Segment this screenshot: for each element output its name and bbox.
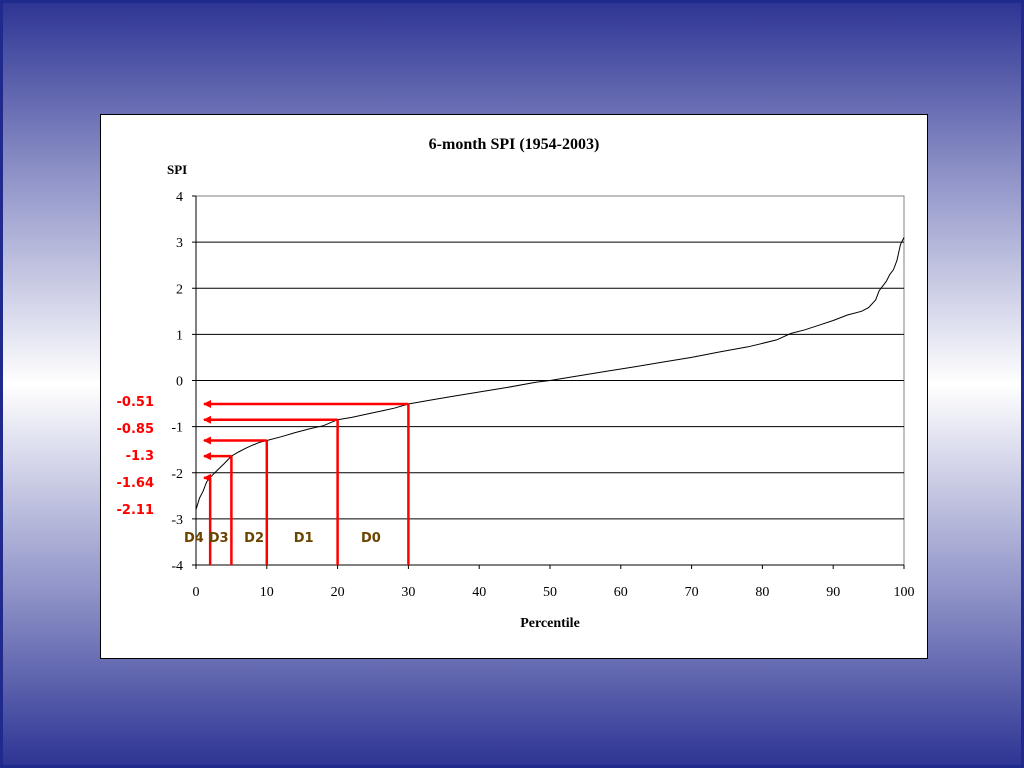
x-tick-label: 40: [472, 585, 486, 600]
x-tick-label: 10: [260, 585, 274, 600]
threshold-value-label: -0.85: [117, 422, 154, 437]
y-tick-label: -1: [171, 421, 183, 436]
x-tick-label: 70: [685, 585, 699, 600]
x-tick-label: 20: [331, 585, 345, 600]
x-tick-label: 50: [543, 585, 557, 600]
category-label: D4: [184, 531, 204, 546]
y-tick-label: -2: [171, 467, 183, 482]
y-axis-label: SPI: [167, 162, 187, 177]
x-tick-label: 30: [401, 585, 415, 600]
spi-percentile-chart: 6-month SPI (1954-2003) SPI Percentile 4…: [117, 136, 915, 631]
category-label: D2: [244, 531, 264, 546]
y-tick-label: -3: [171, 513, 183, 528]
y-tick-label: -4: [171, 559, 183, 574]
gridlines: [196, 241, 904, 520]
chart-title: 6-month SPI (1954-2003): [429, 136, 600, 153]
x-tick-label: 0: [193, 585, 200, 600]
threshold-value-label: -2.11: [117, 503, 154, 518]
x-axis-label: Percentile: [520, 616, 580, 631]
y-tick-label: 0: [176, 375, 183, 390]
category-label: D1: [294, 531, 314, 546]
category-label: D0: [361, 531, 381, 546]
y-tick-labels: 4 3 2 1 0 -1 -2 -3 -4: [171, 190, 196, 574]
x-tick-label: 100: [894, 585, 915, 600]
y-tick-label: 1: [176, 328, 183, 343]
y-tick-label: 2: [176, 282, 183, 297]
threshold-annotations: -0.51 -0.85 -1.3 -1.64 -2.11: [117, 395, 410, 565]
chart-panel: 6-month SPI (1954-2003) SPI Percentile 4…: [100, 114, 928, 659]
category-label: D3: [209, 531, 229, 546]
x-tick-label: 80: [755, 585, 769, 600]
y-tick-label: 3: [176, 236, 183, 251]
x-tick-label: 60: [614, 585, 628, 600]
threshold-value-label: -1.3: [126, 449, 154, 464]
y-tick-label: 4: [176, 190, 183, 205]
threshold-value-label: -0.51: [117, 395, 154, 410]
threshold-value-label: -1.64: [117, 476, 154, 491]
drought-category-labels: D4 D3 D2 D1 D0: [184, 531, 381, 546]
x-tick-labels: 0 10 20 30 40 50 60 70 80 90 100: [193, 565, 915, 600]
spi-percentile-line: [195, 237, 905, 510]
x-tick-label: 90: [826, 585, 840, 600]
